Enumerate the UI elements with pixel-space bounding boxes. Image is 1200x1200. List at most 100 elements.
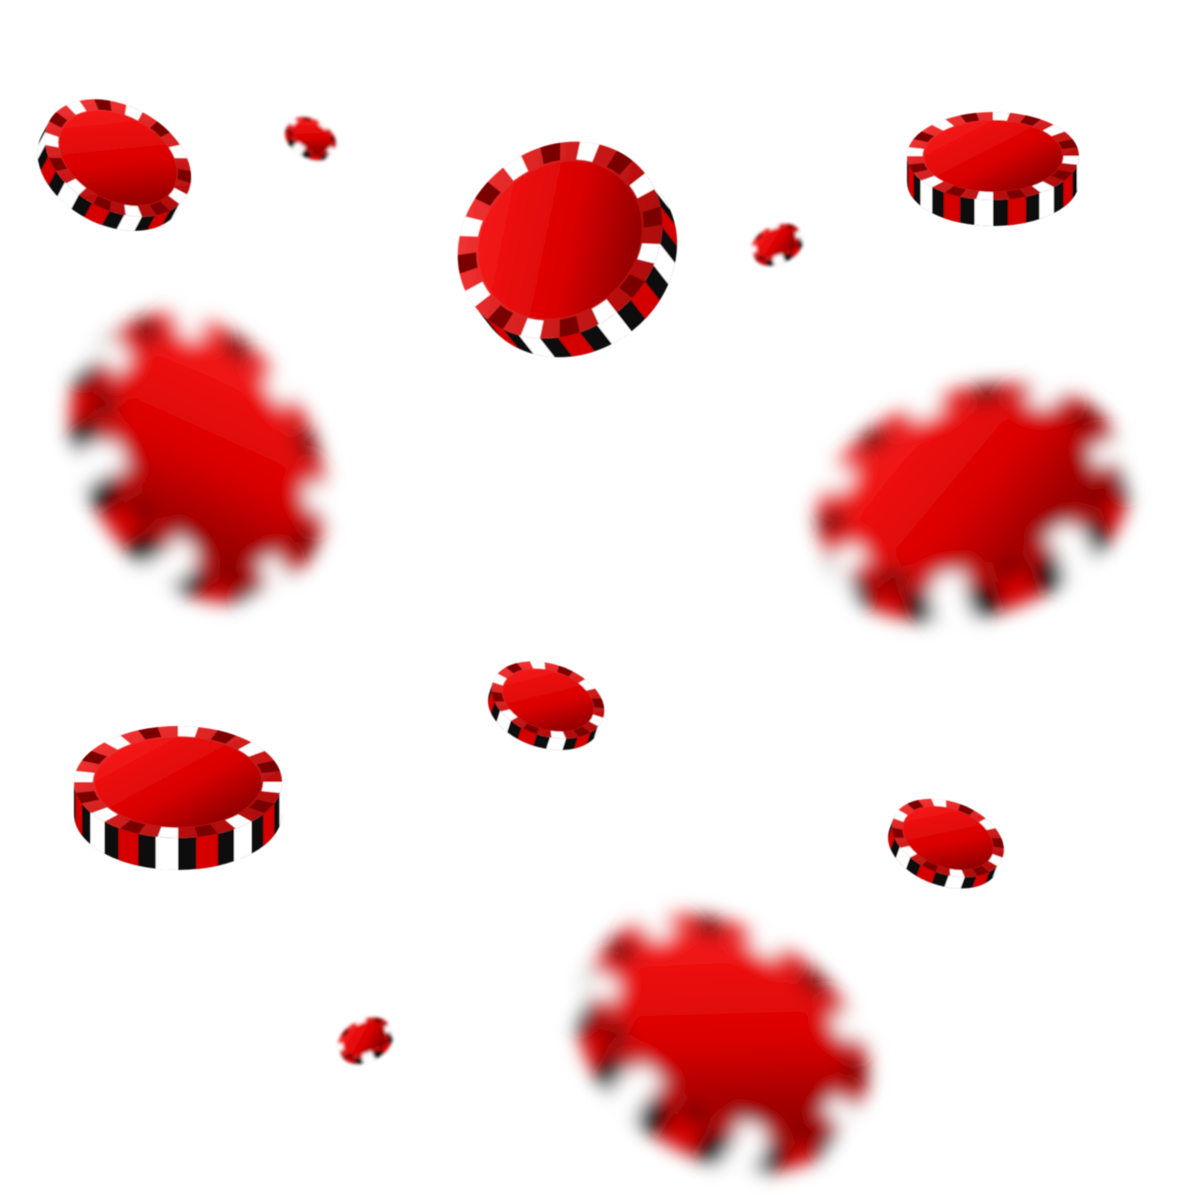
chip-rim-stripe bbox=[337, 1042, 344, 1052]
chip-rim-stripe bbox=[592, 971, 619, 1002]
left-large-chip bbox=[70, 312, 327, 603]
chip-edge-stripe bbox=[1077, 156, 1079, 192]
chip-edge-stripe bbox=[1039, 187, 1054, 220]
chip-edge-stripe bbox=[645, 173, 671, 210]
chip-rim-stripe bbox=[313, 150, 323, 155]
chip-rim-stripe bbox=[355, 1018, 366, 1025]
chip-rim-stripe bbox=[970, 383, 1006, 405]
chip-rim-stripe bbox=[258, 554, 290, 586]
chip-rim-stripe bbox=[993, 112, 1010, 121]
chip-rim-stripe bbox=[905, 394, 944, 423]
tiny-right-chip bbox=[751, 223, 804, 266]
chip-edge-stripe bbox=[77, 336, 116, 374]
chip-rim-stripe bbox=[1032, 181, 1054, 193]
chip-edge-stripe bbox=[192, 581, 245, 603]
chip-edge-stripe bbox=[486, 318, 518, 349]
chip-edge-stripe bbox=[557, 332, 595, 357]
chip-rim-stripe bbox=[378, 1039, 388, 1048]
chip-rim-stripe bbox=[756, 254, 767, 261]
chip-rim-stripe bbox=[44, 132, 59, 148]
chip-rim-stripe bbox=[288, 129, 295, 137]
bottom-left-chip bbox=[74, 726, 282, 870]
chip-rim-stripe bbox=[91, 807, 118, 822]
chip-edge-stripe bbox=[242, 577, 290, 602]
chip-rim-stripe bbox=[900, 846, 917, 858]
chip-rim-stripe bbox=[629, 173, 655, 199]
chip-rim-stripe bbox=[949, 869, 965, 878]
chip-rim-stripe bbox=[830, 543, 870, 572]
chip-rim-stripe bbox=[906, 800, 924, 811]
chip-edge-stripe bbox=[972, 872, 990, 888]
bottom-large-chip bbox=[576, 913, 868, 1172]
chip-rim-stripe bbox=[177, 168, 192, 184]
chip-face bbox=[924, 120, 1062, 192]
chip-rim-stripe bbox=[979, 818, 996, 830]
chip-rim-stripe bbox=[921, 176, 944, 188]
chip-rim-stripe bbox=[913, 131, 935, 143]
chip-rim-stripe bbox=[168, 534, 197, 571]
chip-edge-stripe bbox=[57, 182, 79, 209]
chip-rim-stripe bbox=[637, 243, 661, 264]
chip-face bbox=[502, 669, 594, 731]
chip-rim-stripe bbox=[81, 750, 108, 765]
chip-rim-stripe bbox=[736, 1120, 768, 1146]
chip-edge-stripe bbox=[653, 244, 676, 285]
chip-edge-stripe bbox=[196, 833, 218, 870]
chip-rim-stripe bbox=[931, 798, 947, 807]
chip-rim-stripe bbox=[908, 163, 928, 173]
chip-rim-stripe bbox=[692, 914, 724, 940]
chip-rim-stripe bbox=[769, 224, 779, 231]
chip-edge-stripe bbox=[597, 312, 632, 344]
chip-rim-stripe bbox=[384, 1024, 391, 1034]
chip-rim-stripe bbox=[606, 150, 633, 175]
chip-edge-stripe bbox=[99, 500, 146, 545]
chip-edge bbox=[888, 818, 1003, 889]
chip-rim-stripe bbox=[597, 1020, 631, 1047]
chip-rim-stripe bbox=[150, 121, 170, 138]
chip-rim-stripe bbox=[784, 1118, 822, 1146]
chip-edge-stripe bbox=[908, 163, 914, 199]
chip-face bbox=[846, 404, 1090, 572]
chip-rim-stripe bbox=[749, 929, 783, 961]
chip-rim-stripe bbox=[101, 337, 131, 375]
top-left-chip bbox=[37, 99, 192, 231]
chip-edge bbox=[576, 950, 858, 1172]
chip-edge-stripe bbox=[70, 380, 96, 427]
chip-edge-stripe bbox=[927, 589, 974, 622]
chip-face bbox=[478, 161, 642, 319]
chip-rim-stripe bbox=[124, 105, 143, 121]
chip-rim-stripe bbox=[93, 195, 112, 211]
chip-rim-stripe bbox=[475, 181, 501, 206]
chip-edge bbox=[37, 121, 187, 231]
chip-rim-stripe bbox=[93, 383, 116, 419]
chip-rim-stripe bbox=[340, 1028, 350, 1037]
chip-edge-stripe bbox=[1008, 196, 1026, 226]
chip-edge-stripe bbox=[1116, 439, 1129, 493]
chip-rim-stripe bbox=[1042, 124, 1065, 136]
chip-face bbox=[756, 227, 796, 257]
chip-edge-stripe bbox=[824, 1109, 858, 1154]
chip-edge-stripe bbox=[171, 194, 187, 219]
chip-rim-stripe bbox=[795, 965, 833, 996]
chip-rim-stripe bbox=[893, 810, 908, 822]
chip-rim-stripe bbox=[829, 1013, 863, 1040]
chip-rim-stripe bbox=[344, 1052, 355, 1059]
chip-rim-stripe bbox=[822, 1095, 858, 1127]
chip-rim-stripe bbox=[677, 1099, 711, 1131]
chip-edge bbox=[474, 173, 677, 358]
chip-rim-stripe bbox=[816, 509, 847, 537]
chip-rim-stripe bbox=[751, 245, 757, 253]
chip-edge-stripe bbox=[868, 582, 909, 620]
chip-rim-stripe bbox=[362, 1051, 373, 1058]
chip-rim-stripe bbox=[530, 661, 546, 670]
chip-rim-stripe bbox=[223, 329, 252, 366]
chip-rim-stripe bbox=[75, 790, 100, 804]
chip-rim-stripe bbox=[292, 426, 321, 458]
chip-rim-stripe bbox=[487, 305, 514, 330]
chip-rim-stripe bbox=[256, 760, 281, 774]
chip-rim-stripe bbox=[295, 142, 306, 150]
chip-edge-stripe bbox=[574, 732, 591, 749]
top-center-chip bbox=[457, 141, 677, 358]
chip-edge bbox=[752, 231, 804, 266]
chip-edge-stripe bbox=[74, 439, 110, 489]
